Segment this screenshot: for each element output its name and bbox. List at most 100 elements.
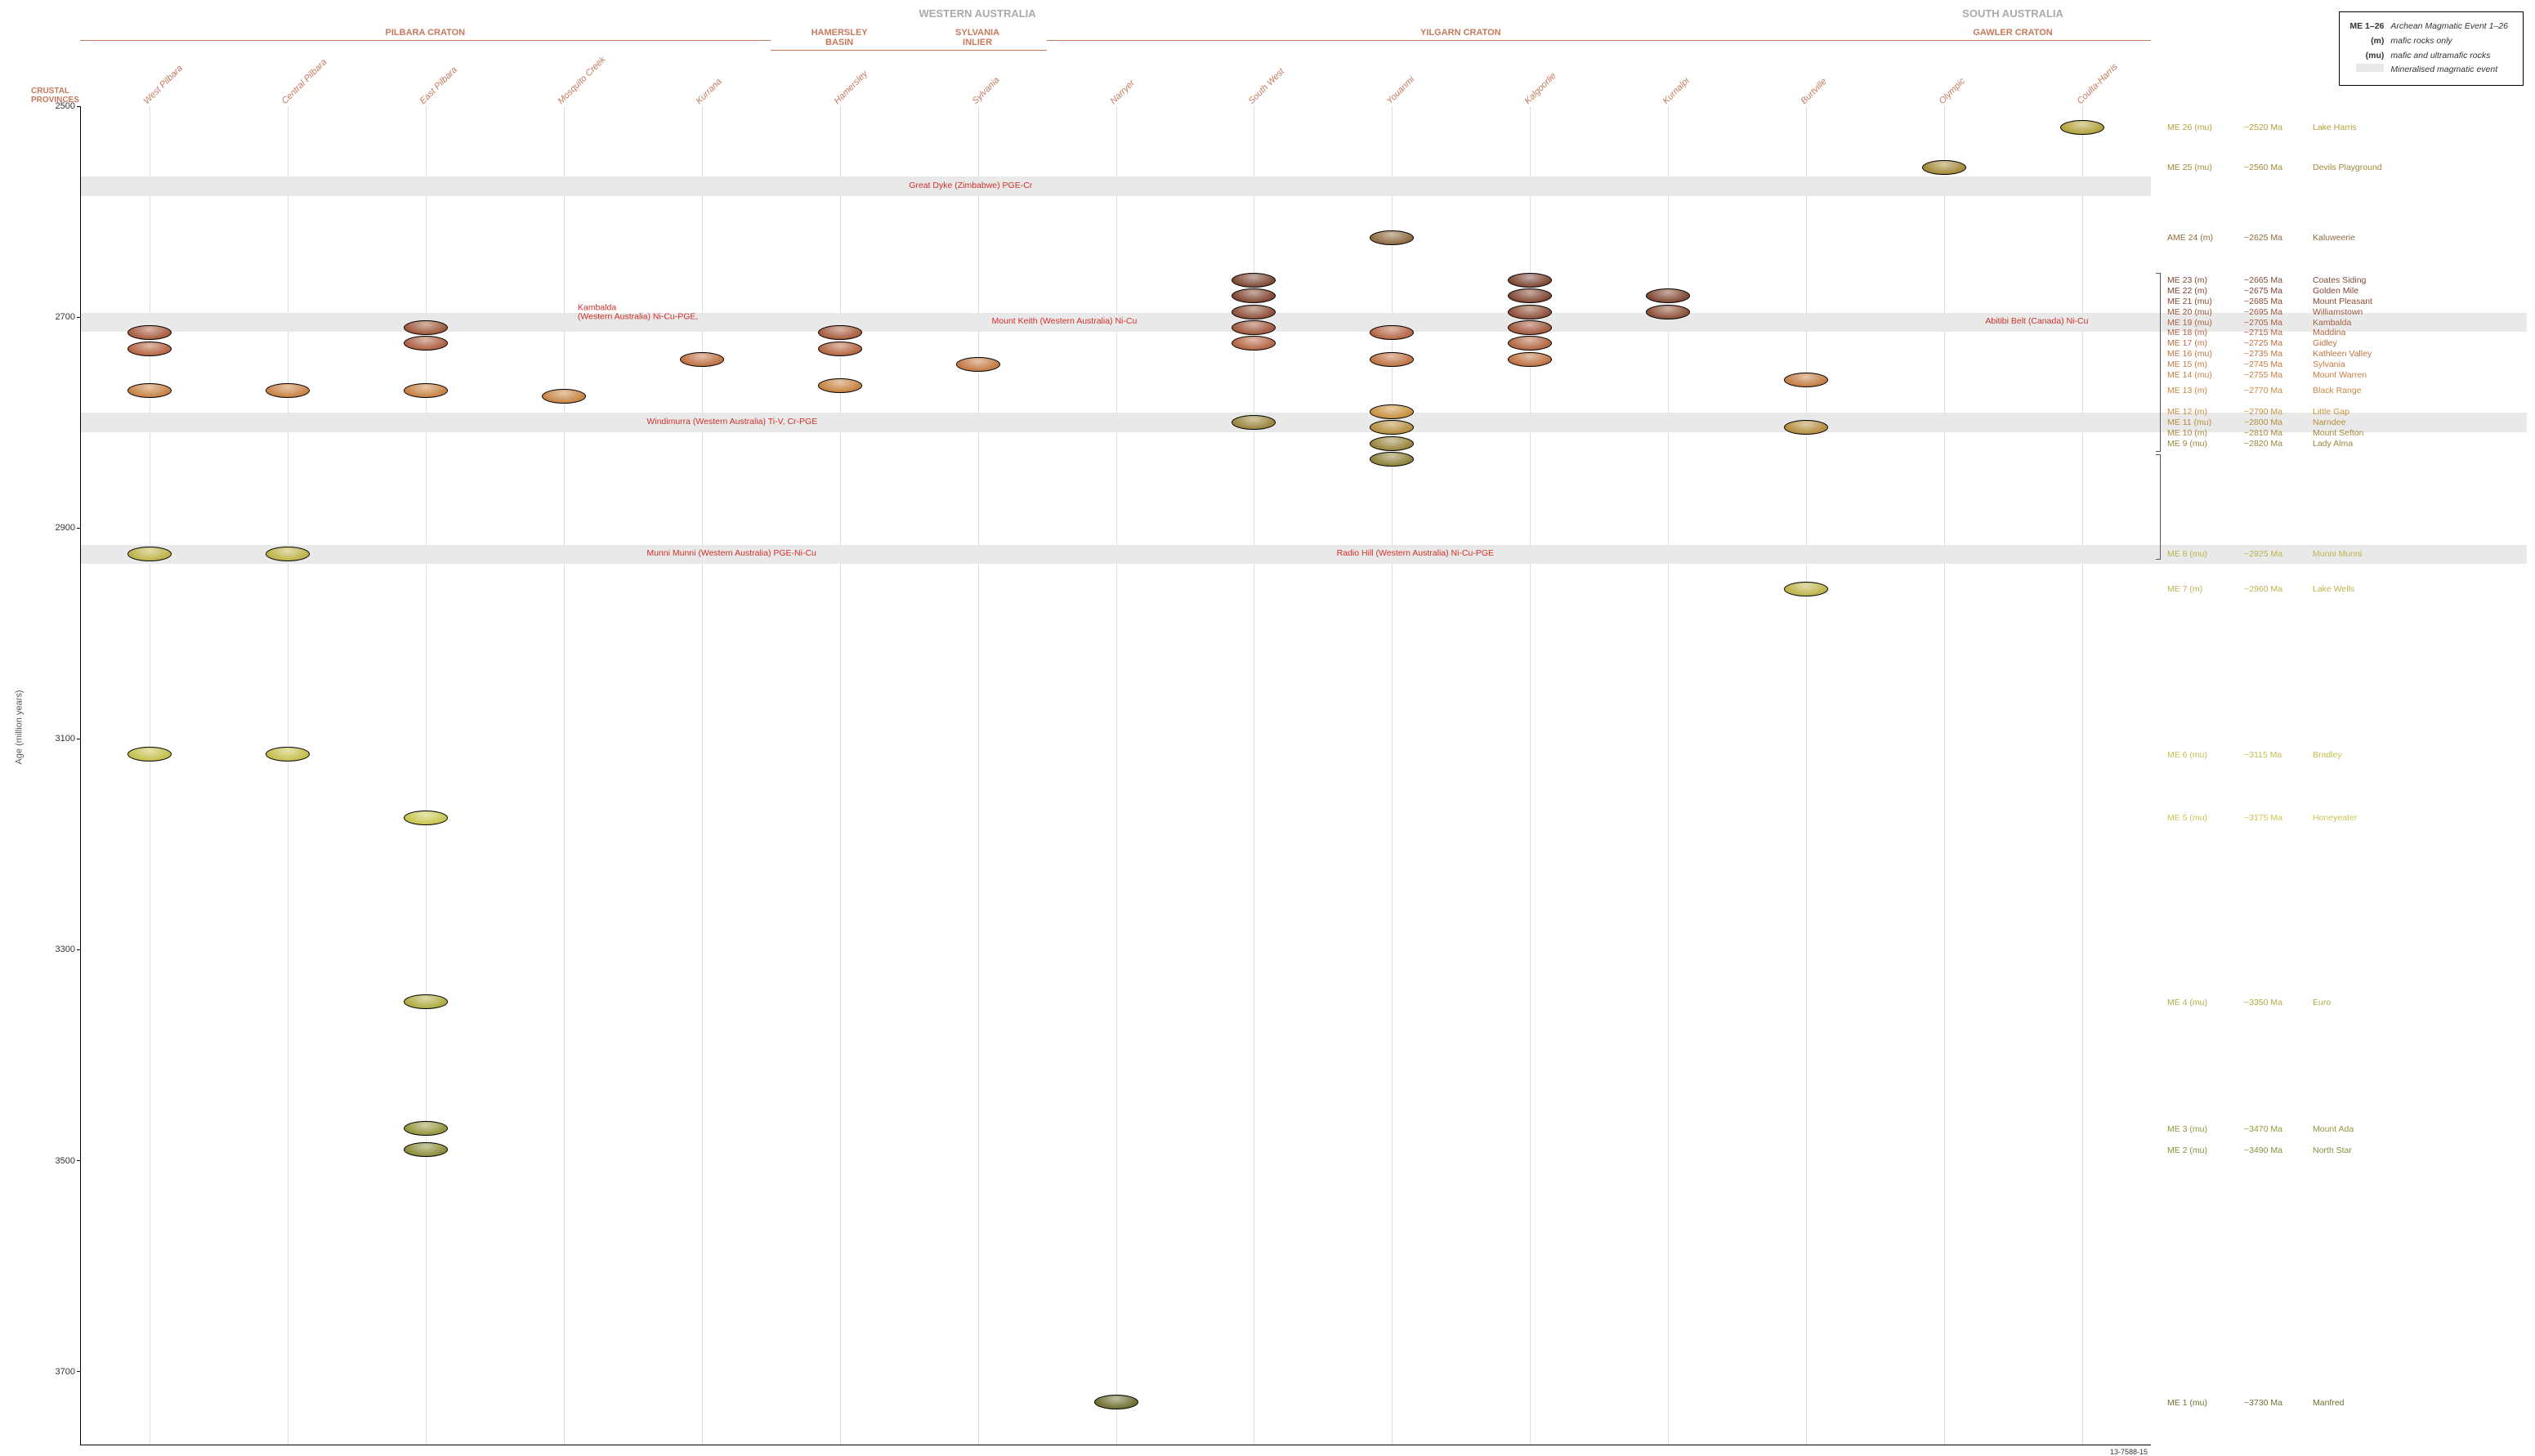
province-label: Burtville	[1799, 77, 1828, 106]
gridline-vertical	[1392, 106, 1393, 1445]
me-name: Black Range	[2313, 386, 2524, 395]
me-id: ME 14 (mu)	[2167, 370, 2241, 380]
me-name: Honeyeater	[2313, 813, 2524, 823]
event-ellipse	[404, 320, 448, 335]
legend-box: ME 1–26 Archean Magmatic Event 1–26 (m) …	[2339, 11, 2524, 86]
event-ellipse	[127, 747, 172, 761]
province-label: Olympic	[1937, 76, 1967, 106]
me-id: ME 18 (m)	[2167, 328, 2241, 337]
y-tick-label: 3100	[56, 734, 75, 744]
event-ellipse	[1370, 325, 1414, 340]
province-row: West PilbaraCentral PilbaraEast PilbaraM…	[80, 51, 2151, 106]
province-label: Narryer	[1109, 78, 1137, 106]
gridline-vertical	[1116, 106, 1117, 1445]
event-ellipse	[1232, 305, 1276, 319]
me-table-row: ME 16 (mu)~2735 MaKathleen Valley	[2167, 349, 2524, 359]
me-id: AME 24 (m)	[2167, 233, 2241, 243]
bracket	[2156, 273, 2161, 452]
me-age: ~3175 Ma	[2244, 813, 2309, 823]
me-table-row: ME 5 (mu)~3175 MaHoneyeater	[2167, 813, 2524, 823]
me-age: ~2520 Ma	[2244, 123, 2309, 132]
me-table-row: ME 22 (m)~2675 MaGolden Mile	[2167, 286, 2524, 296]
me-name: Kaluweerie	[2313, 233, 2524, 243]
event-ellipse	[1232, 415, 1276, 430]
gridline-vertical	[2082, 106, 2083, 1445]
event-ellipse	[1508, 320, 1552, 335]
column-headers: WESTERN AUSTRALIASOUTH AUSTRALIA PILBARA…	[80, 8, 2151, 106]
event-ellipse	[1646, 305, 1690, 319]
annotation-text: Great Dyke (Zimbabwe) PGE-Cr	[909, 181, 1032, 191]
y-tick-label: 2700	[56, 312, 75, 322]
event-ellipse	[680, 352, 724, 367]
event-ellipse	[404, 1121, 448, 1136]
me-name: Mount Sefton	[2313, 428, 2524, 438]
annotation-text: Abitibi Belt (Canada) Ni-Cu	[1985, 318, 2088, 328]
province-label: Youanmi	[1384, 74, 1416, 106]
gridline-vertical	[1944, 106, 1945, 1445]
me-name: Lake Harris	[2313, 123, 2524, 132]
event-ellipse	[1508, 336, 1552, 351]
legend-table: ME 1–26 Archean Magmatic Event 1–26 (m) …	[2348, 19, 2515, 78]
event-ellipse	[404, 811, 448, 825]
annotation-text: Mount Keith (Western Australia) Ni-Cu	[992, 318, 1138, 328]
me-age: ~2560 Ma	[2244, 163, 2309, 172]
me-id: ME 7 (m)	[2167, 584, 2241, 594]
event-ellipse	[1784, 373, 1828, 387]
event-ellipse	[127, 342, 172, 356]
legend-key-me: ME 1–26	[2349, 20, 2389, 33]
y-tickmark	[77, 1371, 81, 1372]
me-name: Lake Wells	[2313, 584, 2524, 594]
event-ellipse	[404, 994, 448, 1009]
craton-row: PILBARA CRATONHAMERSLEY BASINSYLVANIA IN…	[80, 28, 2151, 49]
me-table-row: ME 25 (mu)~2560 MaDevils Playground	[2167, 163, 2524, 172]
me-name: Gidley	[2313, 338, 2524, 348]
me-name: Kathleen Valley	[2313, 349, 2524, 359]
event-ellipse	[1370, 352, 1414, 367]
me-name: Golden Mile	[2313, 286, 2524, 296]
me-table-row: ME 7 (m)~2960 MaLake Wells	[2167, 584, 2524, 594]
me-age: ~2695 Ma	[2244, 307, 2309, 317]
me-id: ME 4 (mu)	[2167, 998, 2241, 1007]
state-row: WESTERN AUSTRALIASOUTH AUSTRALIA	[80, 8, 2151, 26]
me-id: ME 16 (mu)	[2167, 349, 2241, 359]
legend-swatch	[2356, 64, 2384, 72]
me-table-row: ME 23 (m)~2665 MaCoates Siding	[2167, 275, 2524, 285]
me-table-row: ME 3 (mu)~3470 MaMount Ada	[2167, 1124, 2524, 1134]
y-tick-label: 3300	[56, 945, 75, 954]
gridline-vertical	[564, 106, 565, 1445]
me-table-row: ME 4 (mu)~3350 MaEuro	[2167, 998, 2524, 1007]
me-age: ~3115 Ma	[2244, 750, 2309, 760]
me-id: ME 21 (mu)	[2167, 297, 2241, 306]
me-age: ~2665 Ma	[2244, 275, 2309, 285]
me-age: ~3490 Ma	[2244, 1146, 2309, 1155]
me-age: ~2770 Ma	[2244, 386, 2309, 395]
event-ellipse	[1232, 336, 1276, 351]
gridline-vertical	[1806, 106, 1807, 1445]
y-tickmark	[77, 106, 81, 107]
me-table-row: ME 9 (mu)~2820 MaLady Alma	[2167, 439, 2524, 449]
y-tick-labels: 2500270029003100330035003700	[31, 106, 80, 1445]
event-ellipse	[1370, 230, 1414, 245]
me-id: ME 12 (m)	[2167, 407, 2241, 417]
me-name: Little Gap	[2313, 407, 2524, 417]
me-id: ME 15 (m)	[2167, 360, 2241, 369]
province-label: Coulta-Harris	[2075, 62, 2119, 106]
event-ellipse	[1370, 436, 1414, 451]
me-table-row: ME 14 (mu)~2755 MaMount Warren	[2167, 370, 2524, 380]
me-age: ~3730 Ma	[2244, 1398, 2309, 1408]
event-ellipse	[266, 547, 310, 561]
me-id: ME 9 (mu)	[2167, 439, 2241, 449]
me-table-row: ME 2 (mu)~3490 MaNorth Star	[2167, 1146, 2524, 1155]
event-ellipse	[127, 325, 172, 340]
y-tick-label: 3500	[56, 1156, 75, 1166]
me-name: Munni Munni	[2313, 549, 2524, 559]
me-name: Euro	[2313, 998, 2524, 1007]
me-name: Mount Pleasant	[2313, 297, 2524, 306]
event-ellipse	[956, 357, 1000, 372]
province-label: Hamersley	[833, 69, 870, 106]
me-id: ME 8 (mu)	[2167, 549, 2241, 559]
province-label: Mosquito Creek	[557, 55, 608, 106]
me-id: ME 13 (m)	[2167, 386, 2241, 395]
me-table-row: ME 15 (m)~2745 MaSylvania	[2167, 360, 2524, 369]
me-name: Manfred	[2313, 1398, 2524, 1408]
